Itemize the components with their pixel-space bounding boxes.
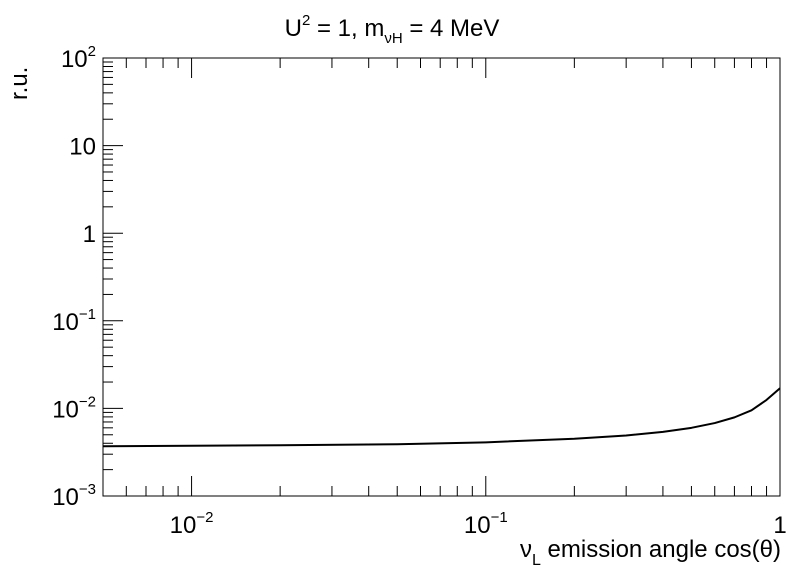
y-tick-label: 1	[83, 221, 96, 248]
x-label-text: emission angle cos(θ)	[541, 536, 781, 563]
x-axis-label: νL emission angle cos(θ)	[520, 536, 781, 569]
y-axis-label: r.u.	[6, 67, 33, 100]
tick-labels: 10−2 10−1 1 10−3 10−2 10−1 1 10 102	[52, 43, 786, 539]
series-layer	[102, 387, 781, 448]
y-tick-label: 10−2	[52, 393, 96, 423]
plot-frame	[102, 57, 781, 497]
x-label-sub: L	[532, 552, 541, 569]
title-sub: νH	[384, 30, 402, 47]
y-tick-label: 102	[61, 43, 96, 73]
title-sup: 2	[302, 12, 310, 29]
y-tick-label: 10−3	[52, 481, 96, 511]
y-tick-label: 10−1	[52, 306, 96, 336]
chart-title: U2 = 1, mνH = 4 MeV	[285, 12, 500, 47]
title-mid: = 1, m	[310, 15, 384, 42]
axis-ticks	[102, 57, 781, 497]
title-suffix: = 4 MeV	[403, 15, 500, 42]
series-line	[102, 387, 781, 448]
x-tick-label: 1	[773, 512, 786, 539]
x-label-symbol: ν	[520, 536, 532, 563]
x-tick-label: 10−1	[464, 509, 508, 539]
title-prefix: U	[285, 15, 302, 42]
y-tick-label: 10	[69, 134, 96, 161]
x-tick-label: 10−2	[170, 509, 214, 539]
